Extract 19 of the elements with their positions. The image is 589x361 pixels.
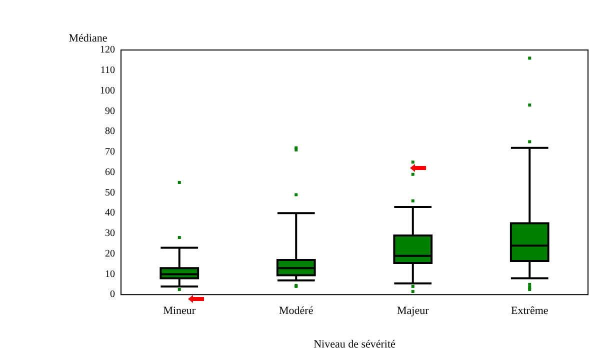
x-tick-label: Mineur	[163, 305, 196, 318]
y-tick-label: 10	[105, 268, 115, 280]
y-tick-label: 70	[105, 146, 115, 158]
y-tick-label: 90	[105, 106, 115, 117]
y-axis-title: Médiane	[68, 32, 108, 44]
y-tick-label: 50	[105, 187, 115, 198]
y-tick-label: 0	[110, 289, 115, 300]
x-axis-title: Niveau de sévérité	[314, 338, 396, 350]
y-tick-label: 120	[100, 44, 115, 56]
y-tick-label: 80	[105, 126, 115, 138]
x-tick-label: Majeur	[396, 305, 430, 318]
x-tick-label: Extrême	[510, 305, 548, 318]
y-tick-label: 100	[100, 85, 115, 96]
y-tick-label: 20	[105, 248, 115, 260]
y-tick-label: 30	[105, 228, 115, 240]
x-tick-label: Modéré	[279, 305, 314, 318]
y-tick-label: 110	[100, 65, 115, 76]
y-tick-label: 40	[105, 208, 115, 219]
y-tick-label: 60	[105, 166, 115, 178]
